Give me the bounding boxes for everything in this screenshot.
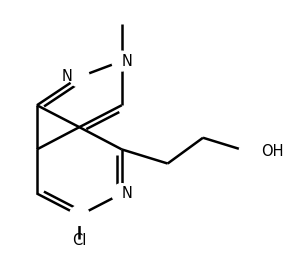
Circle shape [112,184,132,203]
Circle shape [69,67,89,87]
Text: OH: OH [261,144,284,159]
Text: N: N [122,54,133,69]
Text: N: N [122,186,133,201]
Circle shape [239,142,259,162]
Circle shape [112,51,132,71]
Text: Cl: Cl [72,233,86,248]
Circle shape [69,206,89,225]
Text: N: N [61,69,72,84]
